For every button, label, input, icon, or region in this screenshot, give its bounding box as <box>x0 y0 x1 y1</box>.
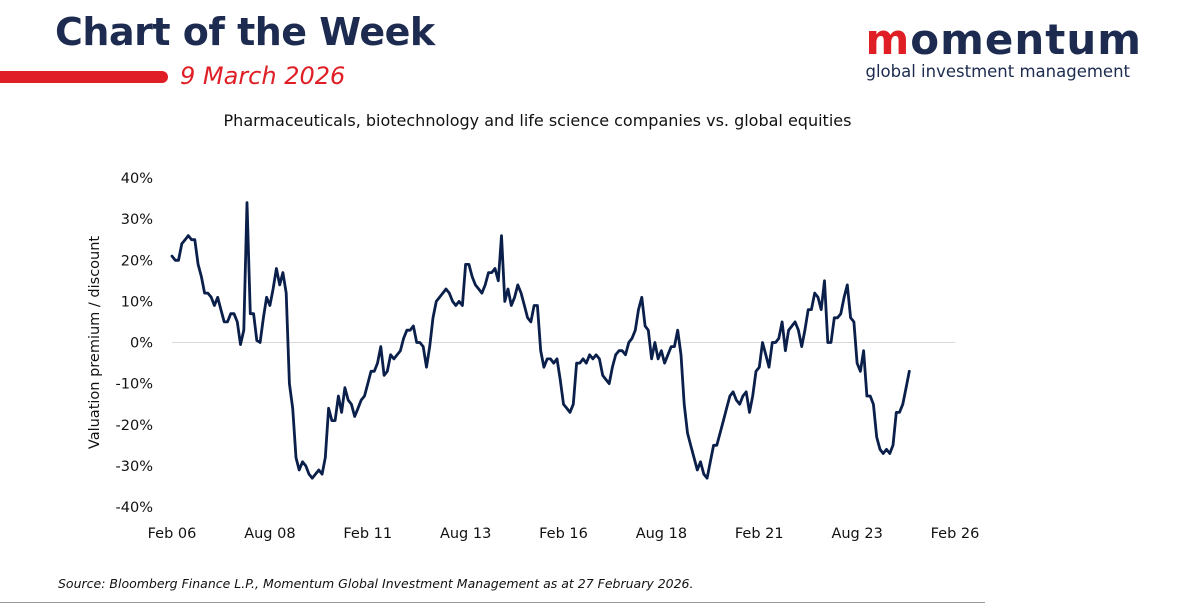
y-tick-label: -30% <box>116 459 153 475</box>
momentum-logo: momentum global investment management <box>865 18 1142 82</box>
source-note: Source: Bloomberg Finance L.P., Momentum… <box>58 576 694 591</box>
header-accent-bar <box>0 71 168 83</box>
y-tick-label: -40% <box>116 500 153 516</box>
header-title: Chart of the Week <box>55 10 435 54</box>
y-tick-label: 40% <box>121 171 153 187</box>
header-date: 9 March 2026 <box>180 62 346 90</box>
x-tick-label: Aug 23 <box>831 526 882 542</box>
logo-tagline: global investment management <box>865 62 1130 81</box>
y-tick-label: 0% <box>130 336 153 352</box>
x-tick-label: Feb 11 <box>343 526 392 542</box>
y-tick-label: 10% <box>121 294 153 310</box>
footer-divider <box>0 602 985 603</box>
logo-wordmark: momentum <box>865 18 1142 62</box>
x-tick-label: Feb 06 <box>148 526 197 542</box>
chart-title: Pharmaceuticals, biotechnology and life … <box>223 111 852 130</box>
series-line-0 <box>170 201 911 480</box>
x-tick-label: Aug 08 <box>244 526 295 542</box>
logo-wordmark-accent: m <box>865 15 911 64</box>
y-tick-label: 20% <box>121 253 153 269</box>
y-axis-label: Valuation premium / discount <box>87 236 103 450</box>
x-tick-label: Aug 13 <box>440 526 491 542</box>
x-tick-label: Feb 21 <box>735 526 784 542</box>
y-tick-label: 30% <box>121 212 153 228</box>
x-tick-label: Aug 18 <box>636 526 687 542</box>
x-tick-label: Feb 16 <box>539 526 588 542</box>
logo-wordmark-rest: omentum <box>910 15 1142 64</box>
y-tick-label: -20% <box>116 418 153 434</box>
y-tick-label: -10% <box>116 377 153 393</box>
x-tick-label: Feb 26 <box>931 526 980 542</box>
